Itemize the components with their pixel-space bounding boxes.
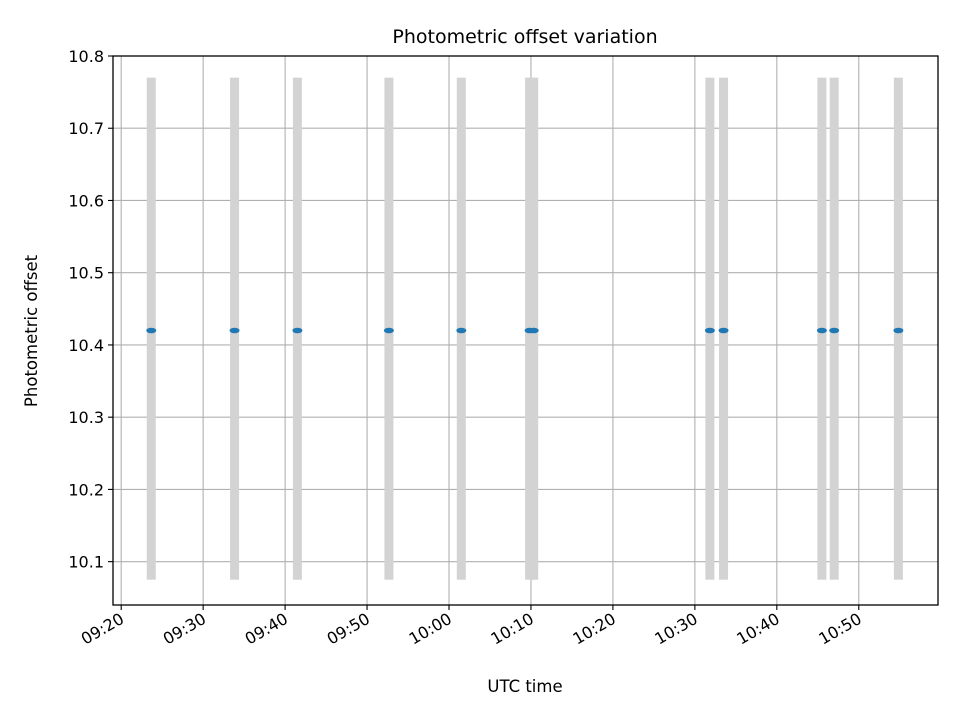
data-point	[816, 327, 827, 334]
x-axis-label: UTC time	[487, 677, 562, 696]
data-point	[292, 327, 303, 334]
x-tick-label: 10:20	[569, 609, 618, 649]
y-tick-label: 10.4	[68, 336, 104, 355]
x-axis-ticks: 09:20 09:30 09:40 09:50 10:00 10:10 10:20 10:30…	[78, 605, 865, 649]
data-point	[528, 327, 539, 334]
x-tick-label: 10:30	[651, 609, 700, 649]
x-tick-label: 09:40	[242, 609, 291, 649]
y-tick-label: 10.2	[68, 480, 104, 499]
x-tick-label: 09:30	[160, 609, 209, 649]
data-point	[456, 327, 467, 334]
data-points	[146, 327, 904, 334]
x-tick-label: 10:10	[488, 609, 537, 649]
chart-title: Photometric offset variation	[392, 26, 657, 48]
data-point	[893, 327, 904, 334]
data-point	[718, 327, 729, 334]
x-tick-label: 10:50	[815, 609, 864, 649]
data-point	[229, 327, 240, 334]
data-point	[829, 327, 840, 334]
y-axis-ticks: 10.1 10.2 10.3 10.4 10.5 10.6 10.7 10.8	[68, 47, 113, 572]
y-tick-label: 10.5	[68, 264, 104, 283]
x-tick-label: 09:20	[78, 609, 127, 649]
y-tick-label: 10.6	[68, 191, 104, 210]
data-point	[383, 327, 394, 334]
y-tick-label: 10.7	[68, 119, 104, 138]
data-point	[146, 327, 157, 334]
y-axis-label: Photometric offset	[22, 254, 41, 407]
y-tick-label: 10.3	[68, 408, 104, 427]
x-tick-label: 10:00	[406, 609, 455, 649]
y-tick-label: 10.1	[68, 553, 104, 572]
data-point	[704, 327, 715, 334]
y-tick-label: 10.8	[68, 47, 104, 66]
x-tick-label: 09:50	[324, 609, 373, 649]
error-bars	[146, 77, 903, 580]
plot-frame	[112, 55, 939, 606]
x-tick-label: 10:40	[733, 609, 782, 649]
